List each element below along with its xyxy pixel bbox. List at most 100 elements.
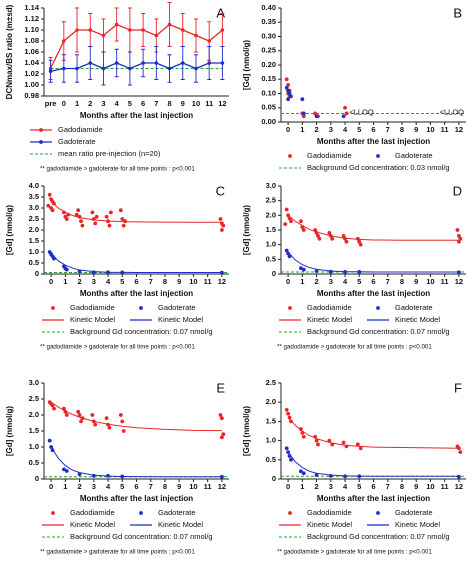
data-point [455,228,460,232]
data-point [287,254,292,259]
data-point [289,219,293,224]
y-tick-label: 1.08 [24,36,39,45]
x-tick-label: 12 [218,482,226,491]
legend-label: Gadoterate [158,303,196,312]
x-tick-label: 4 [115,99,120,108]
x-tick-label: 8 [163,277,167,286]
data-point [180,61,185,65]
data-point [93,221,98,226]
x-tick-label: 5 [120,277,124,286]
x-tick-label: 7 [386,482,390,491]
data-point [88,28,93,32]
data-point [344,239,349,244]
data-point [120,217,125,221]
legend-label: Background Gd concentration: 0.07 nmol/g [307,327,450,336]
y-tick-label: 2.5 [29,214,39,223]
x-tick-label: 9 [414,125,418,134]
panel-label: A [216,5,225,20]
data-point [355,442,360,447]
x-tick-label: 4 [343,277,348,286]
x-tick-label: 11 [441,125,449,134]
panel-label: E [216,380,225,395]
x-tick-label: 7 [386,277,390,286]
data-point [207,39,211,43]
legend-label: Background Gd concentration: 0.07 nmol/g [307,532,450,541]
data-point [74,212,79,217]
legend-label: Gadoterate [395,508,433,517]
data-point [220,28,225,32]
x-tick-label: 10 [192,99,200,108]
data-point [167,22,172,27]
data-point [358,242,363,247]
data-point [62,66,66,71]
y-tick-label: 0 [35,474,39,483]
x-tick-label: 5 [357,125,361,134]
model-curve [50,252,222,273]
x-tick-label: 4 [106,482,111,491]
x-axis-title: Months after the last injection [317,289,430,298]
data-point [76,409,81,414]
footnote: ** gadodiamide > gadoterate for all time… [277,549,432,556]
y-tick-label: 0.98 [24,91,39,100]
data-point [316,233,320,238]
data-point [314,438,319,443]
x-tick-label: 0 [286,125,290,134]
legend-label: Kinetic Model [70,520,115,529]
y-tick-label: 3.0 [29,203,39,212]
data-point [194,66,198,71]
legend-label: Gadoterate [395,303,433,312]
model-curve [287,251,459,273]
legend-label: Kinetic Model [307,315,352,324]
data-point [154,33,159,38]
data-point [120,419,125,424]
x-tick-label: 4 [106,277,111,286]
x-tick-label: 3 [92,277,96,286]
x-tick-label: 9 [181,99,185,108]
data-point [48,69,53,74]
y-tick-label: 2.0 [266,210,276,219]
data-point [219,416,224,421]
x-tick-label: 9 [177,277,181,286]
x-tick-label: 2 [77,277,81,286]
footnote: ** gadodiamide > gadoterate for all time… [277,344,432,351]
data-point [114,61,119,65]
y-tick-label: 1.0 [266,240,276,249]
data-point [316,442,320,447]
legend-label: Kinetic Model [395,315,440,324]
data-point [167,66,172,71]
legend-label: Gadodiamide [307,151,352,160]
x-tick-label: 11 [441,277,449,286]
panel-label: C [216,183,225,198]
legend-label: Kinetic Model [158,520,203,529]
data-point [218,217,223,221]
legend-label: mean ratio pre-injection (n=20) [58,149,161,158]
y-tick-label: 3.5 [29,192,39,201]
data-point [301,471,306,476]
legend-label: Gadoterate [158,508,196,517]
x-tick-label: 6 [371,482,375,491]
data-point [180,28,185,32]
y-tick-label: 1.02 [24,69,39,78]
legend-symbol [51,511,55,515]
y-tick-label: 1.0 [29,247,39,256]
y-tick-label: 1.12 [24,14,39,23]
x-tick-label: 2 [314,482,318,491]
legend-label: Gadoterate [395,151,433,160]
x-tick-label: 3 [329,482,333,491]
data-point [284,77,289,82]
x-tick-label: 8 [163,482,167,491]
data-point [141,61,145,65]
y-tick-label: 0.25 [261,46,276,55]
x-tick-label: 9 [414,482,418,491]
data-point [357,239,362,244]
data-point [141,28,145,32]
data-point [301,228,306,232]
legend-symbol [139,511,143,515]
legend-symbol [376,306,380,310]
legend-symbol [39,128,43,132]
legend-symbol [288,154,292,158]
x-tick-label: 3 [329,277,333,286]
data-point [341,233,346,238]
data-point [344,111,349,116]
